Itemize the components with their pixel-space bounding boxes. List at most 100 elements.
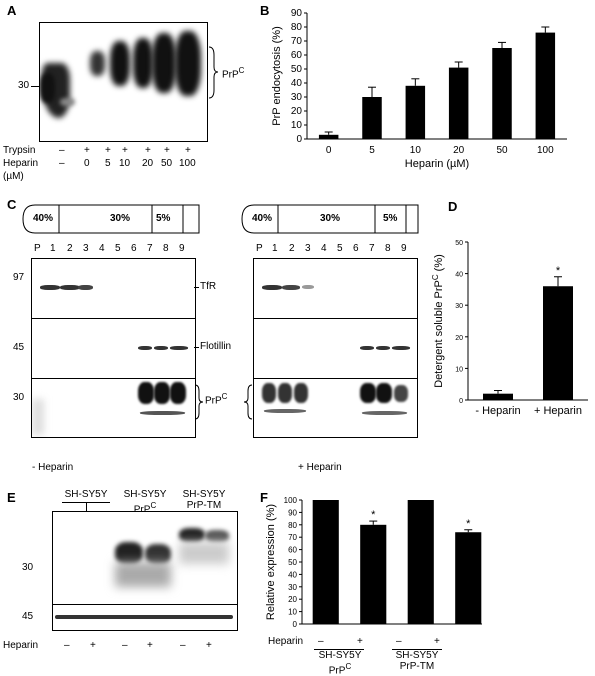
tfr-label: TfR [200,281,217,292]
blot-left-tfr [31,258,196,320]
panel-e-mark: – [122,640,128,651]
panel-f-chart: 0 10 20 30 40 50 60 70 80 90 100 * * Relative express… [265,496,482,629]
y-tick-label: 0 [296,134,302,145]
panel-a-heparin-value: 20 [142,158,154,169]
group-line2: PrPC [133,501,157,516]
panel-a-brace [208,46,219,99]
fraction-label-right: 4 [321,243,327,254]
panel-e-mark: – [64,640,70,651]
panel-a-heparin-value: 0 [84,158,90,169]
panel-a-heparin-value: 100 [179,158,196,169]
bar [455,532,482,624]
category-label: 100 [537,145,554,156]
panel-e-mw-45: 45 [22,611,34,622]
fraction-label-left: 9 [179,243,185,254]
panel-e-mark: + [206,640,212,651]
flotillin-label: Flotillin [200,341,232,352]
panel-c-mw-30-left: 30 [13,392,25,403]
panel-a-mw-30: 30 [18,80,30,91]
category-label: 5 [369,145,375,156]
y-tick-label: 50 [288,558,297,567]
prpc-label-c: PrPC [205,392,228,407]
panel-b-label: B [260,3,270,18]
x-axis-label: Heparin (µM) [405,158,469,170]
fraction-label-left: 6 [131,243,137,254]
bar [407,500,434,624]
y-tick-label: 0 [293,620,298,629]
category-label: 10 [410,145,422,156]
category-label: + Heparin [534,405,582,417]
group-line1: SH-SY5Y [64,489,108,500]
gradient-right-5: 5% [383,213,398,224]
fraction-label-left: P [34,243,41,254]
panel-e-group-label: SH-SY5Y [58,489,114,500]
gradient-right-40: 40% [252,213,273,224]
tfr-tick [194,287,199,288]
panel-f-mark: + [434,636,440,647]
y-tick-label: 90 [288,508,297,517]
y-tick-label: 90 [291,8,303,19]
panel-e-mark: – [180,640,186,651]
y-tick-label: 10 [455,366,463,373]
y-tick-label: 10 [288,608,297,617]
panel-d-label: D [448,199,458,214]
bar [318,134,339,139]
bar [483,393,513,400]
fraction-label-right: 3 [305,243,311,254]
gradient-right-30: 30% [320,213,341,224]
plus-heparin-label: + Heparin [298,462,342,473]
panel-a-heparin-value: 50 [161,158,173,169]
panel-e-mark: + [90,640,96,651]
y-tick-label: 80 [291,22,303,33]
panel-a-trypsin-mark: + [145,145,151,156]
fraction-label-right: 2 [289,243,295,254]
bar [543,286,573,400]
panel-a-trypsin-mark: – [59,145,65,156]
fraction-label-left: 1 [50,243,56,254]
panel-e-mw-30: 30 [22,562,34,573]
fraction-label-right: P [256,243,263,254]
bar [312,500,339,624]
fraction-label-left: 5 [115,243,121,254]
panel-e-group-label: SH-SY5Y PrP-TM [176,489,232,511]
fraction-label-left: 3 [83,243,89,254]
bar [362,97,382,139]
panel-e-label: E [7,490,16,505]
gradient-left-40: 40% [33,213,54,224]
y-axis-label: Relative expression (%) [265,504,277,620]
fraction-label-right: 6 [353,243,359,254]
y-tick-label: 20 [455,335,463,342]
group-line1: SH-SY5Y [123,489,167,500]
y-tick-label: 0 [459,398,463,405]
panel-b-chart: 0 10 20 30 40 50 60 70 80 90 0 5 10 20 50 100 PrP endocy… [271,8,567,170]
y-tick-label: 70 [291,36,303,47]
panel-f-group2-label: SH-SY5Y PrP-TM [395,650,439,672]
panel-a-label: A [7,3,17,18]
fraction-label-right: 5 [337,243,343,254]
flotillin-tick [194,347,199,348]
significance-mark: * [371,509,376,521]
y-tick-label: 30 [291,92,303,103]
panel-e-heparin-label: Heparin [3,640,39,651]
panel-e-group-tick [86,502,87,511]
panel-c-mw-97-left: 97 [13,272,25,283]
group-line1: SH-SY5Y [182,489,226,500]
category-label: 20 [453,145,465,156]
category-label: - Heparin [475,405,520,417]
fraction-label-left: 8 [163,243,169,254]
panel-a-unit-label: (µM) [3,171,24,182]
fraction-label-left: 7 [147,243,153,254]
y-axis-label: Detergent soluble PrPC (%) [431,254,446,388]
group-line2: PrP-TM [186,500,222,511]
category-label: 50 [496,145,508,156]
fraction-label-right: 1 [272,243,278,254]
panel-a-trypsin-mark: + [84,145,90,156]
panel-a-trypsin-mark: + [105,145,111,156]
panel-a-trypsin-mark: + [185,145,191,156]
panel-c-label: C [7,197,17,212]
y-tick-label: 80 [288,521,297,530]
y-tick-label: 30 [288,583,297,592]
y-tick-label: 40 [455,272,463,279]
y-tick-label: 30 [455,303,463,310]
y-tick-label: 10 [291,120,303,131]
